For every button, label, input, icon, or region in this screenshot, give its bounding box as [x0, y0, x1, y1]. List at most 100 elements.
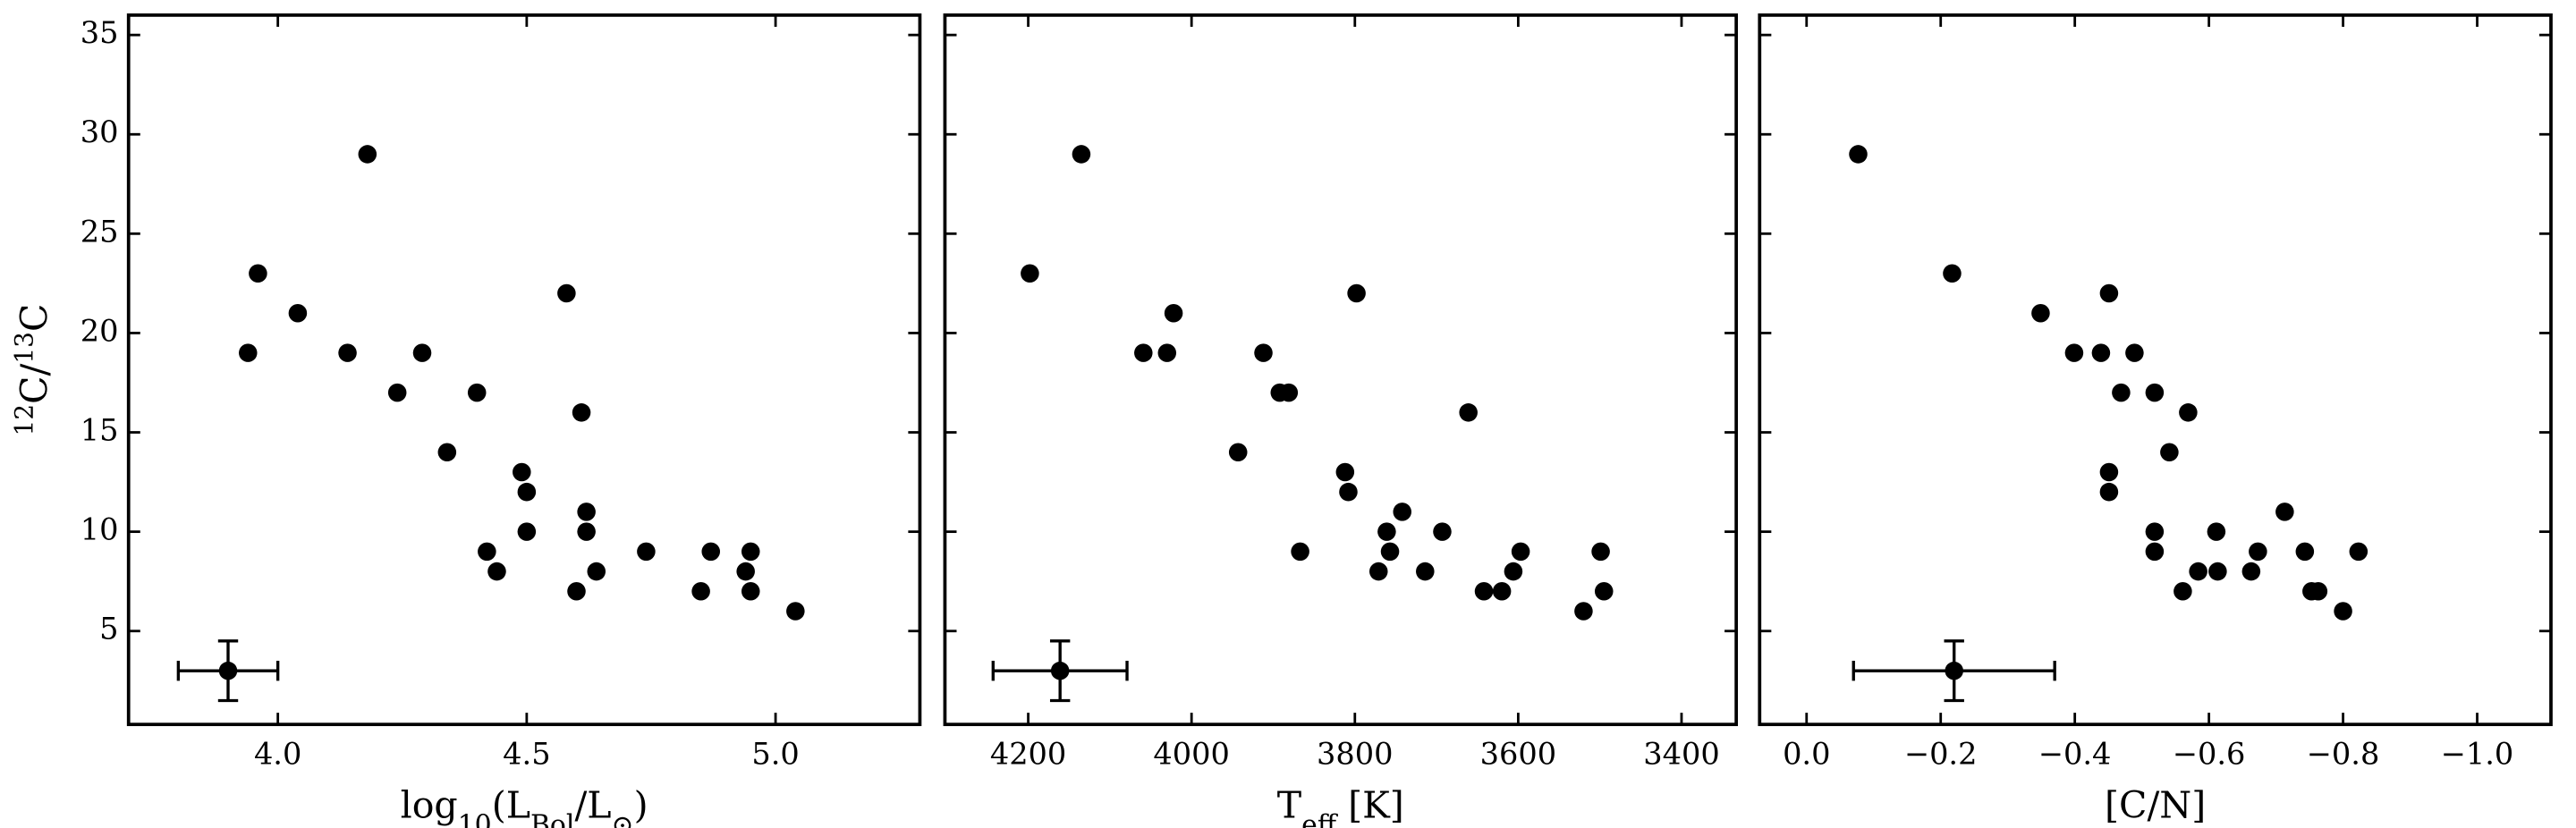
label-part: ⊙	[612, 809, 634, 828]
y-tick-label: 15	[80, 413, 119, 448]
label-part: log	[401, 784, 458, 827]
label-part: Bol	[530, 809, 574, 828]
point	[1339, 482, 1358, 502]
point	[1021, 264, 1039, 283]
point	[2112, 383, 2131, 402]
point	[786, 602, 805, 621]
x-tick-label: −0.8	[2307, 737, 2380, 772]
point	[1228, 443, 1248, 462]
point	[701, 542, 721, 562]
point	[572, 403, 591, 422]
point	[2309, 582, 2328, 601]
label-part: (L	[492, 784, 530, 827]
point	[1433, 522, 1452, 541]
point	[1492, 582, 1512, 601]
point	[513, 462, 531, 482]
point	[2145, 522, 2165, 541]
x-tick-label: 4.0	[254, 737, 301, 772]
point	[238, 343, 258, 362]
label-part: [K]	[1336, 784, 1404, 827]
point	[1474, 582, 1494, 601]
x-tick-label: 0.0	[1783, 737, 1830, 772]
point	[1594, 582, 1614, 601]
point	[2334, 602, 2352, 621]
point	[1072, 145, 1091, 164]
point	[2249, 542, 2267, 562]
point	[637, 542, 656, 562]
point	[338, 343, 357, 362]
label-part: C/	[13, 363, 55, 403]
point	[358, 145, 377, 164]
y-tick-label: 30	[80, 114, 119, 149]
point	[2189, 562, 2207, 581]
x-tick-label: 3400	[1643, 737, 1719, 772]
point	[2099, 283, 2119, 303]
point	[2208, 562, 2227, 581]
y-tick-label: 10	[80, 512, 119, 547]
x-tick-label: 3600	[1480, 737, 1556, 772]
label-part: 10	[458, 809, 492, 828]
plot-frame	[943, 13, 1739, 727]
point	[736, 562, 755, 581]
point	[1849, 145, 1868, 164]
point	[412, 343, 432, 362]
label-part: /L	[574, 784, 611, 827]
point	[557, 283, 576, 303]
point	[1291, 542, 1309, 562]
point	[1591, 542, 1610, 562]
point	[2160, 443, 2179, 462]
point	[1279, 383, 1299, 402]
point	[288, 303, 308, 323]
point	[2031, 303, 2050, 323]
point	[741, 542, 760, 562]
point	[2125, 343, 2144, 362]
point	[2207, 522, 2226, 541]
point	[1574, 602, 1593, 621]
x-axis-label: log10(LBol/L⊙)	[401, 784, 648, 828]
point	[2091, 343, 2111, 362]
point	[249, 264, 267, 283]
point	[517, 522, 537, 541]
point	[2099, 462, 2119, 482]
point	[1377, 522, 1396, 541]
x-tick-label: −0.2	[1904, 737, 1978, 772]
label-part: eff	[1301, 809, 1338, 828]
point	[1134, 343, 1153, 362]
point	[1416, 562, 1435, 581]
point	[1393, 503, 1411, 521]
plot-frame	[1758, 13, 2553, 727]
point	[387, 383, 407, 402]
point	[2179, 403, 2198, 422]
label-part: [C/N]	[2105, 784, 2206, 827]
point	[1164, 303, 1183, 323]
x-tick-label: −1.0	[2441, 737, 2514, 772]
point	[2241, 562, 2261, 581]
point	[2064, 343, 2084, 362]
point	[2275, 503, 2294, 521]
point	[437, 443, 457, 462]
point	[1504, 562, 1523, 581]
point	[577, 503, 596, 521]
x-tick-label: 5.0	[751, 737, 799, 772]
point	[2099, 482, 2119, 502]
point	[1335, 462, 1355, 482]
y-tick-label: 5	[99, 612, 118, 646]
label-part: 12	[9, 404, 38, 436]
x-tick-label: 3800	[1317, 737, 1393, 772]
point	[467, 383, 487, 402]
x-tick-label: 4000	[1153, 737, 1229, 772]
point	[1511, 542, 1530, 562]
error-point	[1945, 661, 1963, 680]
point	[1157, 343, 1177, 362]
point	[1943, 264, 1962, 283]
point	[2145, 542, 2165, 562]
point	[741, 582, 760, 601]
x-tick-label: −0.4	[2038, 737, 2112, 772]
point	[691, 582, 710, 601]
point	[478, 542, 496, 562]
error-point	[1050, 661, 1070, 680]
point	[1254, 343, 1273, 362]
y-axis-label: 12C/13C	[9, 304, 55, 436]
error-point	[218, 661, 238, 680]
x-axis-label: Teff [K]	[1277, 784, 1404, 828]
